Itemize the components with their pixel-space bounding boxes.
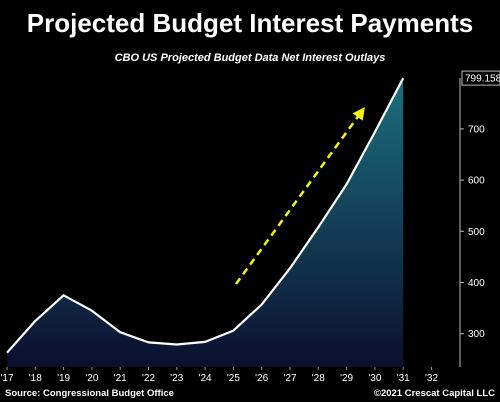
last-value-label: 799.158 [461,70,500,86]
source-note: Source: Congressional Budget Office [5,388,174,399]
x-tick-label: '24 [199,373,212,383]
last-value-text: 799.158 [465,74,500,85]
y-tick-label: 300 [468,329,485,340]
x-tick-label: '31 [397,373,410,383]
x-tick-label: '28 [312,373,325,383]
x-tick-label: '20 [85,373,98,383]
chart-subtitle: CBO US Projected Budget Data Net Interes… [114,52,386,64]
y-tick-label: 500 [468,227,485,238]
page-title: Projected Budget Interest Payments [26,8,474,38]
area-fill [7,78,404,367]
x-tick-label: '30 [368,373,381,383]
x-axis-ticks: '17 '18 '19 '20 '21 '22 '23 '24 '25 '26 '27 '28 '29 '… [0,367,438,383]
x-tick-label: '19 [57,373,70,383]
y-tick-label: 600 [468,176,485,187]
footer: Source: Congressional Budget Office ©202… [0,383,500,402]
x-tick-label: '22 [142,373,155,383]
x-tick-label: '23 [170,373,183,383]
x-tick-label: '25 [227,373,240,383]
y-tick-label: 700 [468,124,485,135]
x-tick-label: '21 [114,373,127,383]
x-tick-label: '18 [29,373,42,383]
series-line [6,77,405,354]
x-tick-label: '17 [0,373,13,383]
chart: 300 400 500 600 700 '17 '18 '19 '20 '21 '22 '23 '24… [0,70,500,383]
y-axis-ticks: 300 400 500 600 700 [460,124,485,340]
x-tick-label: '27 [283,373,296,383]
x-tick-label: '32 [425,373,438,383]
x-tick-label: '26 [255,373,268,383]
y-tick-label: 400 [468,278,485,289]
x-tick-label: '29 [340,373,353,383]
copyright-note: ©2021 Crescat Capital LLC [373,388,495,399]
last-value-box [461,70,500,86]
